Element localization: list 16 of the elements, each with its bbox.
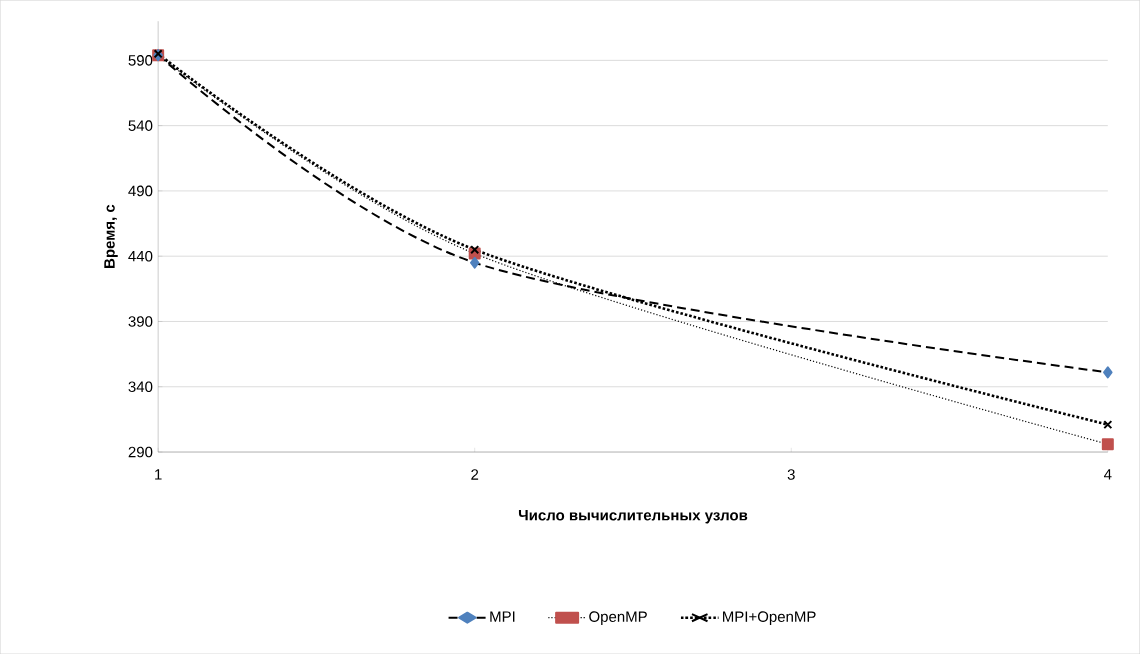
y-tick-label: 290: [128, 446, 153, 458]
x-axis-title: Число вычислительных узлов: [518, 509, 748, 524]
y-tick-label: 490: [128, 185, 153, 197]
y-tick-label: 390: [128, 316, 153, 327]
legend-label: MPI: [490, 611, 515, 622]
x-tick-label: 1: [155, 469, 162, 480]
y-tick-label: 440: [128, 250, 153, 262]
y-tick-label: 540: [128, 120, 153, 131]
x-tick-label: 2: [471, 469, 479, 480]
legend-label: OpenMP: [589, 611, 647, 625]
y-axis-title: Время, с: [104, 204, 118, 268]
y-tick-label: 590: [128, 54, 153, 66]
x-tick-label: 3: [787, 469, 795, 480]
legend-label: MPI+OpenMP: [723, 611, 816, 625]
x-tick-label: 4: [1103, 469, 1112, 480]
y-tick-label: 340: [128, 381, 153, 392]
